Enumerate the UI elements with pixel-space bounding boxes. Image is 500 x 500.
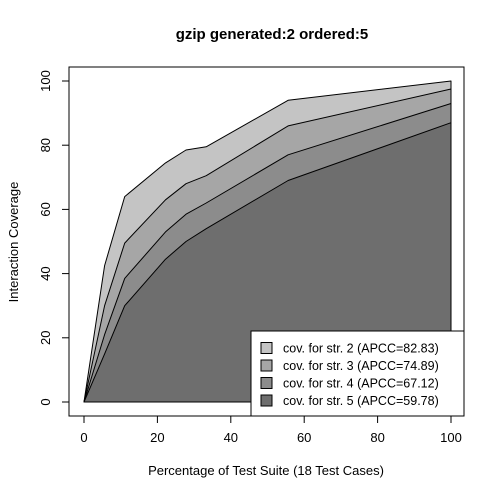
- legend-swatch-4: [260, 394, 273, 407]
- y-tick-label: 0: [38, 398, 53, 405]
- x-tick-label: 60: [297, 430, 311, 445]
- legend-label-1: cov. for str. 2 (APCC=82.83): [283, 342, 439, 356]
- legend-box: [250, 330, 465, 417]
- x-axis: 0 20 40 60 80 100: [80, 415, 462, 445]
- legend-label-3: cov. for str. 4 (APCC=67.12): [283, 377, 439, 391]
- y-tick-label: 60: [38, 202, 53, 216]
- legend-label-4: cov. for str. 5 (APCC=59.78): [283, 394, 439, 408]
- x-tick-label: 0: [80, 430, 87, 445]
- legend-label-2: cov. for str. 3 (APCC=74.89): [283, 359, 439, 373]
- legend-swatch-1: [260, 342, 273, 354]
- chart-title: gzip generated:2 ordered:5: [176, 26, 369, 43]
- legend-swatch-3: [260, 377, 273, 389]
- x-tick-label: 100: [440, 430, 462, 445]
- y-tick-label: 20: [38, 331, 53, 345]
- y-axis: 0 20 40 60 80 100: [38, 70, 70, 406]
- legend: cov. for str. 2 (APCC=82.83) cov. for str…: [250, 330, 465, 417]
- x-axis-label: Percentage of Test Suite (18 Test Cases): [148, 463, 384, 478]
- legend-swatch-2: [260, 359, 273, 372]
- y-axis-label: Interaction Coverage: [6, 182, 21, 303]
- x-tick-label: 80: [370, 430, 384, 445]
- x-tick-label: 20: [150, 430, 164, 445]
- y-tick-label: 80: [38, 138, 53, 152]
- y-tick-label: 40: [38, 266, 53, 280]
- y-tick-label: 100: [38, 70, 53, 92]
- x-tick-label: 40: [224, 430, 238, 445]
